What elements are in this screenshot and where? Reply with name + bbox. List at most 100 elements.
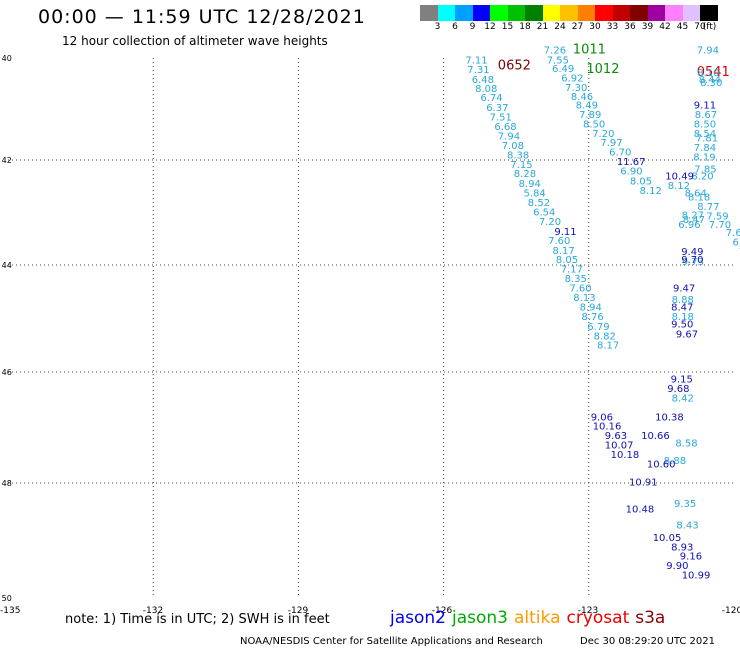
colorbar-swatch — [542, 5, 560, 21]
wave-height-label: 7.26 — [544, 46, 566, 57]
wave-height-label: 11.67 — [617, 157, 646, 168]
wave-height-label: 7.17 — [561, 265, 583, 276]
wave-height-label: 9.11 — [554, 227, 576, 238]
wave-height-label: 8.50 — [694, 120, 716, 131]
colorbar-swatch — [525, 5, 543, 21]
wave-height-label: 7.68 — [726, 228, 740, 239]
wave-height-label: 6.86 — [733, 238, 740, 249]
legend-entry-cryosat: cryosat — [566, 608, 630, 628]
wave-height-label: 8.43 — [676, 521, 698, 532]
legend-entry-altika: altika — [514, 608, 561, 628]
colorbar-tick-label: 24 — [554, 22, 566, 32]
wave-height-label: 7.60 — [569, 284, 591, 295]
wave-height-label: 7.08 — [502, 141, 524, 152]
wave-height-label: 10.07 — [605, 441, 634, 452]
wave-height-label: 10.91 — [629, 478, 658, 489]
wave-height-label: 9.90 — [666, 561, 688, 572]
wave-height-label: 7.30 — [565, 83, 587, 94]
colorbar-swatch — [665, 5, 683, 21]
wave-height-label: 8.05 — [630, 177, 652, 188]
colorbar-swatch — [472, 5, 490, 21]
wave-height-label: 6.79 — [587, 322, 609, 333]
colorbar-tick-label: 27 — [571, 22, 584, 32]
wave-height-label: 8.64 — [685, 189, 707, 200]
colorbar-swatch — [577, 5, 595, 21]
credit-text: NOAA/NESDIS Center for Satellite Applica… — [240, 636, 543, 647]
wave-height-label: 7.51 — [490, 113, 512, 124]
wave-height-label: 8.30 — [700, 78, 722, 89]
wave-height-label: 10.66 — [641, 431, 670, 442]
colorbar-swatch — [612, 5, 630, 21]
legend-entry-s3a: s3a — [635, 608, 666, 628]
colorbar-tick-label: 70 — [694, 22, 706, 32]
wave-height-label: 8.67 — [695, 110, 717, 121]
colorbar-tick-label: 9 — [469, 22, 476, 32]
latitude-tick-label: 42 — [0, 156, 12, 165]
colorbar-swatch — [700, 5, 718, 21]
wave-height-label: 10.99 — [682, 571, 711, 582]
longitude-tick-label: -120 — [722, 606, 740, 616]
wave-height-label: 8.77 — [697, 202, 719, 213]
wave-height-label: 9.35 — [674, 499, 696, 510]
longitude-tick-label: -132 — [143, 606, 163, 616]
colorbar-tick-label: 12 — [484, 22, 496, 32]
satellite-legend: jason2 jason3 altika cryosat s3a — [390, 608, 671, 628]
colorbar-tick-label: 30 — [589, 22, 601, 32]
orbit-number-label: 0541 — [697, 65, 730, 80]
wave-height-label: 6.74 — [480, 93, 502, 104]
colorbar-tick-labels: 3 6 9 12 15 18 21 24 27 30 33 36 39 42 45 70 (ft) — [420, 22, 740, 34]
longitude-tick-label: -126 — [432, 606, 453, 616]
wave-height-label: 9.68 — [667, 384, 689, 395]
wave-height-label: 8.44 — [699, 75, 721, 86]
wave-height-label: 8.49 — [576, 100, 598, 111]
wave-height-label: 7.11 — [465, 55, 487, 66]
wave-height-label: 8.94 — [580, 302, 602, 313]
colorbar-tick-label: (ft) — [702, 22, 717, 32]
wave-height-label: 9.06 — [591, 412, 613, 423]
wave-height-label: 6.68 — [494, 122, 516, 133]
legend-entry-jason2: jason2 — [390, 608, 446, 628]
wave-height-label: 8.17 — [597, 341, 619, 352]
wave-height-label: 6.92 — [561, 73, 583, 84]
wave-height-label: 6.96 — [678, 220, 700, 231]
colorbar-swatch — [437, 5, 455, 21]
wave-height-label: 7.20 — [592, 129, 614, 140]
wave-height-label: 7.97 — [600, 138, 622, 149]
wave-height-label: 7.94 — [697, 46, 719, 57]
wave-height-label: 9.50 — [671, 320, 693, 331]
colorbar-tick-label: 15 — [501, 22, 514, 32]
latitude-tick-label: 40 — [0, 54, 12, 63]
wave-height-label: 8.52 — [528, 198, 550, 209]
colorbar-swatch — [490, 5, 508, 21]
colorbar-tick-label: 42 — [659, 22, 671, 32]
wave-height-label: 9.15 — [671, 375, 693, 386]
wave-height-label: 8.18 — [688, 193, 710, 204]
wave-height-label: 5.84 — [524, 189, 546, 200]
wave-height-label: 8.46 — [571, 92, 593, 103]
colorbar-swatch — [455, 5, 473, 21]
colorbar-swatch — [420, 5, 438, 21]
wave-height-label: 10.49 — [665, 172, 694, 183]
wave-height-label: 8.54 — [694, 129, 716, 140]
wave-height-label: 8.50 — [583, 120, 605, 131]
map-subtitle: 12 hour collection of altimeter wave hei… — [62, 34, 328, 48]
wave-height-label: 8.28 — [514, 169, 536, 180]
wave-height-label: 7.94 — [498, 132, 520, 143]
colorbar-swatch — [595, 5, 613, 21]
latitude-tick-label: 44 — [0, 261, 12, 270]
orbit-number-label: 1012 — [586, 62, 619, 77]
wave-height-label: 7.89 — [579, 110, 601, 121]
wave-height-label: 8.13 — [573, 293, 595, 304]
wave-height-label: 8.94 — [519, 179, 541, 190]
colorbar-swatch — [647, 5, 665, 21]
wave-height-label: 7.81 — [696, 134, 718, 145]
map-title: 00:00 — 11:59 UTC 12/28/2021 — [38, 6, 366, 28]
colorbar-tick-label: 45 — [676, 22, 689, 32]
wave-height-label: 8.42 — [672, 393, 694, 404]
wave-height-label: 8.08 — [475, 84, 497, 95]
wave-height-label: 8.10 — [697, 68, 719, 79]
wave-height-label: 8.27 — [682, 211, 704, 222]
wave-height-label: 8.76 — [582, 312, 604, 323]
latitude-tick-label: 46 — [0, 368, 12, 377]
